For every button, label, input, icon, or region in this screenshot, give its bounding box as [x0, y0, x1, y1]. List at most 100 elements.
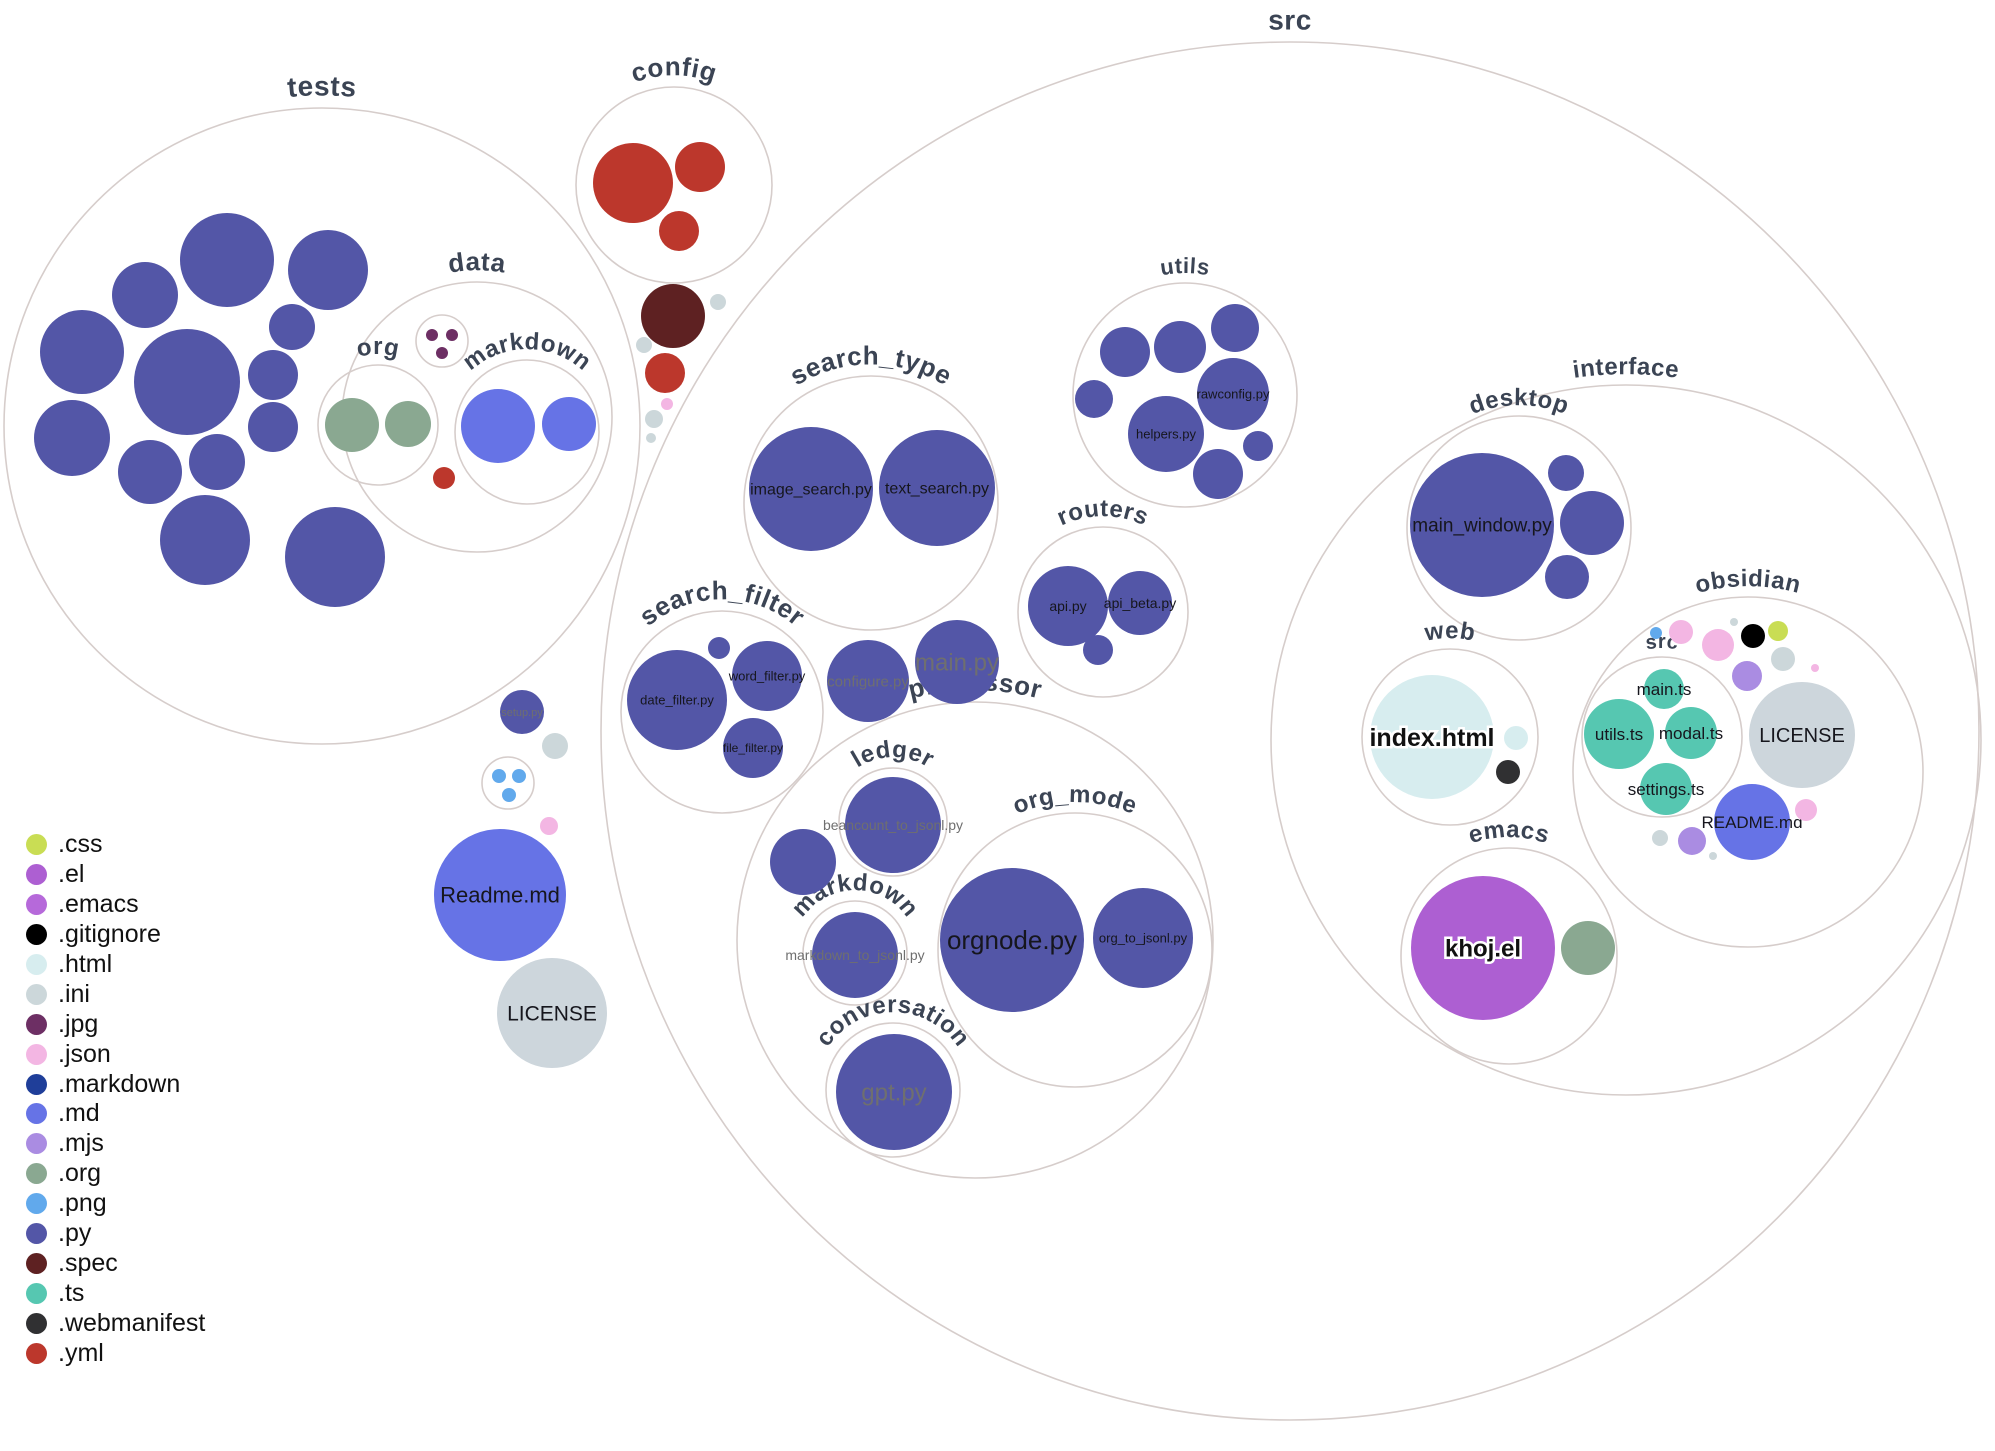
legend-swatch-spec [26, 1252, 47, 1274]
file-main-py: main.py [915, 620, 999, 704]
legend-label: .html [58, 950, 113, 978]
file-label-main-ts: main.ts [1637, 680, 1692, 699]
file-tests-py-6 [269, 304, 315, 350]
file-obsidian-ini-1 [1730, 618, 1738, 626]
file-root-spec [641, 284, 705, 348]
legend-item-org: .org [26, 1159, 205, 1189]
legend-item-png: .png [26, 1189, 205, 1219]
file-utils-py-2 [1154, 321, 1206, 373]
file-tests-py-9 [118, 440, 182, 504]
file-obsidian-png [1650, 627, 1662, 639]
file-utils-py-3 [1211, 304, 1259, 352]
folder-label-emacs: emacs [1465, 816, 1552, 849]
file-label-index-html: index.html [1369, 724, 1494, 752]
legend-swatch-css [26, 834, 47, 856]
legend-swatch-png [26, 1193, 47, 1215]
file-label-orgnode-py: orgnode.py [947, 925, 1077, 955]
file-file-filter-py: file_filter.py [723, 718, 783, 778]
file-data-jpg-1 [426, 329, 438, 341]
file-obsidian-json-1 [1669, 620, 1693, 644]
folder-label-search_filter: search_filter [633, 575, 811, 631]
legend-item-ts: .ts [26, 1278, 205, 1308]
file-label-setup-py: setup.py [501, 707, 543, 719]
legend-label: .webmanifest [58, 1308, 206, 1337]
folder-label-obsidian: obsidian [1692, 565, 1803, 599]
file-root-ini-5 [542, 733, 568, 759]
folder-root-png-group [481, 756, 535, 810]
legend-item-jpg: .jpg [26, 1009, 205, 1039]
file-tests-py-4 [40, 310, 124, 394]
folder-routers: routers [1017, 495, 1189, 698]
file-orgnode-py: orgnode.py [940, 868, 1084, 1012]
file-root-ini-2 [645, 410, 663, 428]
file-obsidian-mjs-2 [1678, 827, 1706, 855]
file-tests-py-11 [248, 402, 298, 452]
file-desktop-py-2 [1560, 491, 1624, 555]
file-obsidian-ini-2 [1771, 647, 1795, 671]
legend-item-ini: .ini [26, 979, 205, 1009]
file-root-ini-1 [636, 337, 652, 353]
file-date-filter-py: date_filter.py [627, 650, 727, 750]
file-web-webmanifest [1496, 760, 1520, 784]
legend-item-gitignore: .gitignore [26, 920, 205, 950]
file-main-ts: main.ts [1637, 669, 1692, 709]
legend-swatch-html [26, 954, 47, 975]
file-label-gpt-py: gpt.py [861, 1079, 926, 1106]
file-root-ini-3 [646, 433, 656, 443]
file-label-main-py: main.py [915, 649, 999, 676]
legend-label: .png [58, 1189, 107, 1218]
file-settings-ts: settings.ts [1628, 763, 1705, 815]
legend-label: .css [58, 830, 103, 859]
folder-org_mode: org_mode [937, 781, 1213, 1088]
file-obsidian-gitignore [1741, 624, 1765, 648]
file-label-modal-ts: modal.ts [1659, 724, 1723, 743]
file-desktop-py-3 [1545, 555, 1589, 599]
file-word-filter-py: word_filter.py [728, 641, 806, 711]
file-tests-py-2 [288, 230, 368, 310]
file-obsidian-css [1768, 621, 1788, 641]
file-processor-py [770, 829, 836, 895]
file-data-jpg-2 [446, 329, 458, 341]
file-markdown-to-jsonl-py: markdown_to_jsonl.py [785, 912, 925, 998]
legend-label: .md [58, 1099, 100, 1128]
folder-label-routers: routers [1053, 495, 1152, 531]
file-label-license: LICENSE [507, 1002, 597, 1025]
file-obsidian-ini-3 [1652, 830, 1668, 846]
legend-label: .py [58, 1219, 92, 1248]
legend-swatch-ts [26, 1282, 47, 1304]
file-root-png-2 [512, 769, 526, 783]
file-obsidian-ini-4 [1709, 852, 1717, 860]
legend-swatch-py [26, 1223, 47, 1245]
file-label-settings-ts: settings.ts [1628, 780, 1705, 799]
legend-label: .org [58, 1159, 102, 1188]
file-khoj-el: khoj.el [1411, 876, 1555, 1020]
folder-label-interface: interface [1571, 353, 1681, 384]
legend: .css .el .emacs .gitignore .html .ini .jpg .jso… [26, 830, 205, 1368]
file-obsidian-json-3 [1811, 664, 1819, 672]
folder-label-web: web [1422, 617, 1477, 647]
folder-data-org: org [317, 333, 439, 486]
file-obsidian-json-4 [1795, 799, 1817, 821]
file-label-text-search-py: text_search.py [885, 481, 989, 498]
file-api-py: api.py [1028, 566, 1108, 646]
file-label-configure-py: configure.py [827, 673, 909, 690]
legend-item-markdown: .markdown [26, 1069, 205, 1099]
legend-label: .gitignore [58, 920, 161, 949]
legend-label: .ts [58, 1278, 85, 1307]
file-label-helpers-py: helpers.py [1136, 427, 1196, 442]
file-tests-py-10 [189, 434, 245, 490]
file-label-word-filter-py: word_filter.py [728, 669, 806, 684]
legend-item-md: .md [26, 1099, 205, 1129]
legend-swatch-markdown [26, 1073, 47, 1095]
file-utils-py-1 [1100, 327, 1150, 377]
file-label-file-filter-py: file_filter.py [723, 741, 783, 755]
legend-swatch-org [26, 1163, 47, 1185]
file-label-obsidian-readme-md: README.md [1701, 813, 1802, 832]
file-label-rawconfig-py: rawconfig.py [1197, 387, 1270, 402]
folder-label-data-org: org [354, 333, 401, 362]
file-helpers-py: helpers.py [1128, 396, 1204, 472]
file-obsidian-json-2 [1702, 629, 1734, 661]
file-desktop-py-1 [1548, 455, 1584, 491]
